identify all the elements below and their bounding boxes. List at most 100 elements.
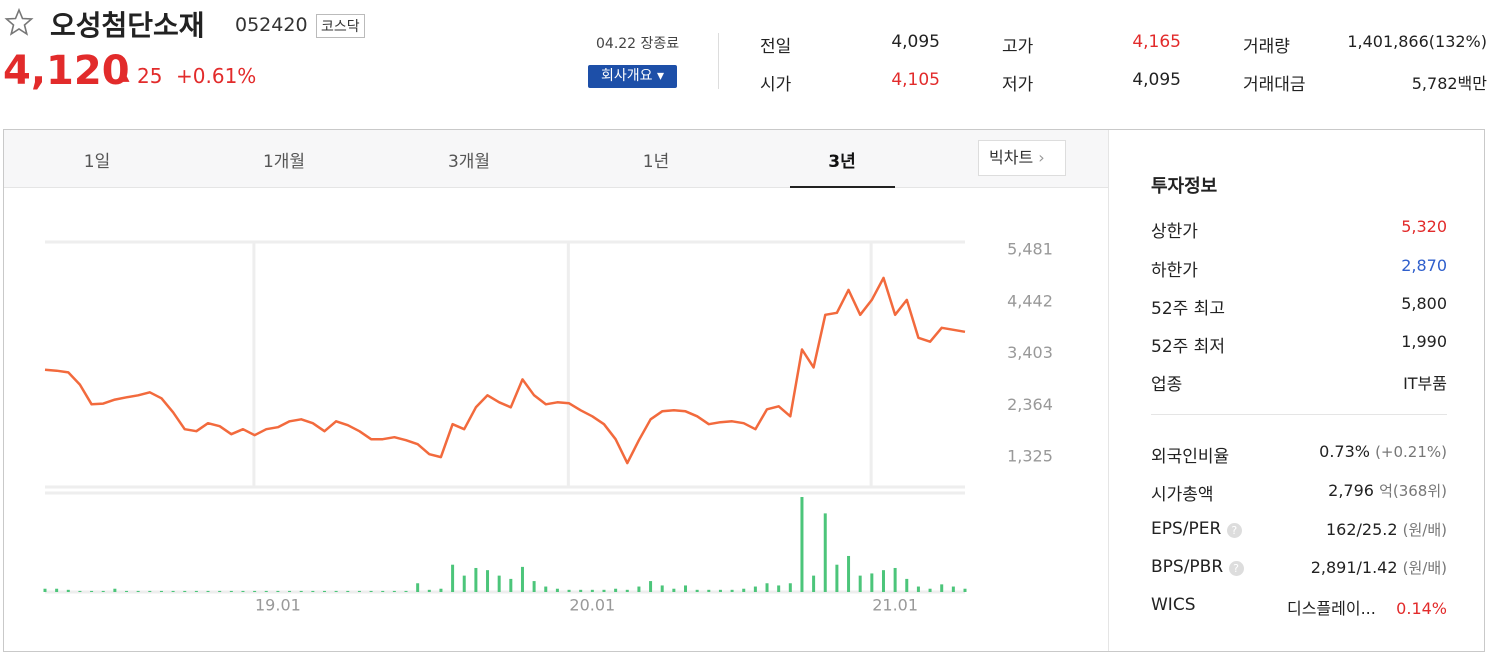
volume-bar — [497, 575, 501, 592]
period-tab-active[interactable]: 3년 — [828, 152, 856, 172]
note: (+0.21%) — [1375, 443, 1447, 461]
x-tick-label: 20.01 — [569, 596, 615, 615]
volume-bar — [404, 590, 408, 592]
quote-label: 거래량 — [1243, 37, 1290, 57]
change-rate: +0.61% — [176, 64, 257, 88]
volume-bar — [765, 583, 769, 592]
value: 162/25.2 — [1325, 520, 1398, 539]
volume-bar — [159, 590, 163, 592]
quote-value: 4,095 — [1132, 70, 1181, 90]
volume-bar — [544, 586, 548, 592]
big-chart-label: 빅차트 — [989, 148, 1034, 167]
volume-bar — [520, 566, 524, 592]
invest-value: 2,891/1.42 (원/배) — [1311, 557, 1447, 578]
volume-bar — [812, 575, 816, 592]
quote-value: 1,401,866(132%) — [1347, 32, 1487, 51]
y-tick-label: 1,325 — [1007, 447, 1053, 466]
volume-bar — [614, 588, 618, 592]
volume-bar — [788, 583, 792, 592]
invest-label: 시가총액 — [1151, 485, 1214, 505]
volume-bar — [299, 590, 303, 592]
volume-bar — [567, 589, 571, 592]
quote-value: 4,105 — [891, 70, 940, 90]
quote-label: 저가 — [1002, 75, 1034, 95]
volume-bar — [288, 590, 292, 592]
volume-bar — [823, 513, 827, 592]
volume-bar — [707, 589, 711, 592]
quote-value: 4,095 — [891, 32, 940, 52]
separator — [718, 33, 719, 89]
favorite-star[interactable] — [4, 8, 34, 36]
invest-value: 5,800 — [1401, 294, 1447, 313]
quote-label: 전일 — [760, 37, 792, 57]
chevron: › — [1038, 148, 1045, 167]
volume-bar — [777, 585, 781, 592]
volume-bar — [66, 589, 70, 592]
note: (원/배) — [1402, 521, 1447, 539]
y-tick-label: 5,481 — [1007, 239, 1053, 258]
volume-bar — [101, 590, 105, 592]
y-tick-label: 2,364 — [1007, 395, 1053, 414]
volume-bar — [858, 575, 862, 592]
volume-bar — [194, 590, 198, 592]
invest-label: 외국인비율 — [1151, 447, 1230, 467]
invest-label: 하한가 — [1151, 261, 1198, 281]
volume-bar — [392, 590, 396, 592]
volume-bar — [695, 589, 699, 592]
period-tab[interactable]: 1일 — [83, 152, 111, 172]
y-tick-label: 4,442 — [1007, 291, 1053, 310]
volume-bar — [78, 590, 82, 592]
volume-bar — [381, 590, 385, 592]
volume-bar — [800, 497, 804, 592]
invest-label: 상한가 — [1151, 222, 1198, 242]
invest-title: 투자정보 — [1151, 176, 1218, 197]
volume-bar — [136, 590, 140, 592]
chart-box — [3, 129, 1485, 652]
volume-bar — [183, 590, 187, 592]
volume-bar — [637, 586, 641, 592]
volume-bar — [241, 590, 245, 592]
volume-bar — [55, 588, 59, 592]
volume-bar — [835, 564, 839, 592]
invest-label: EPS/PER ? — [1151, 519, 1242, 539]
invest-label: 52주 최저 — [1151, 337, 1225, 357]
invest-value: 5,320 — [1401, 217, 1447, 236]
note: 억(368위) — [1379, 482, 1447, 500]
period-tab[interactable]: 1개월 — [262, 152, 306, 172]
volume-bar — [439, 588, 443, 592]
volume-bar — [602, 589, 606, 592]
help-icon[interactable]: ? — [1226, 523, 1242, 538]
volume-bar — [672, 588, 676, 592]
x-tick-label: 21.01 — [872, 596, 918, 615]
volume-bar — [916, 586, 920, 592]
volume-bar — [334, 590, 338, 592]
volume-bar — [451, 564, 455, 592]
volume-bar — [555, 588, 559, 592]
period-tab[interactable]: 1년 — [642, 152, 670, 172]
label: EPS/PER — [1151, 519, 1222, 539]
help-icon[interactable]: ? — [1228, 561, 1244, 576]
period-tab[interactable]: 3개월 — [447, 152, 491, 172]
big-chart-button[interactable]: 빅차트 › — [978, 140, 1066, 176]
price-change: 25 — [137, 64, 163, 88]
divider — [1151, 414, 1447, 415]
volume-bar — [486, 570, 490, 592]
volume-bar — [357, 590, 361, 592]
volume-bar — [276, 590, 280, 592]
company-button[interactable]: 회사개요 ▾ — [588, 65, 677, 88]
invest-value: 162/25.2 (원/배) — [1326, 519, 1447, 540]
invest-value: 2,870 — [1401, 256, 1447, 275]
stock-code: 052420 — [235, 14, 308, 36]
volume-bar — [940, 584, 944, 592]
x-tick-label: 19.01 — [255, 596, 301, 615]
volume-bar — [928, 588, 932, 592]
invest-value: 디스플레이... 0.14% — [1287, 595, 1447, 619]
invest-value: 2,796 억(368위) — [1328, 480, 1447, 501]
volume-bar — [322, 590, 326, 592]
volume-bar — [253, 590, 257, 592]
price-line — [44, 276, 966, 465]
volume-bar — [474, 567, 478, 592]
invest-value: IT부품 — [1403, 374, 1447, 393]
